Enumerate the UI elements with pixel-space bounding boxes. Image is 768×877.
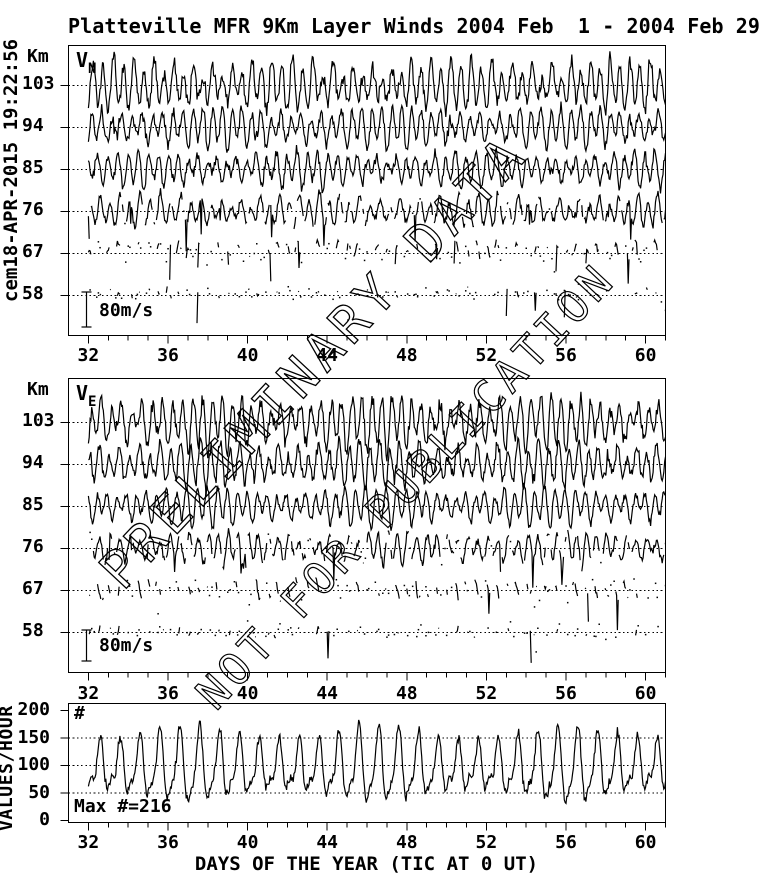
v_north_panel (60, 45, 666, 344)
v-east-main: V (76, 381, 89, 405)
altitude-tick-label: 67 (22, 241, 44, 262)
altitude-tick-label: 58 (22, 620, 44, 641)
x-tick-label: 48 (395, 832, 418, 853)
x-tick-label: 36 (157, 832, 179, 853)
count-tick-label: 150 (17, 726, 50, 748)
altitude-tick-label: 76 (22, 199, 44, 220)
x-tick-label: 32 (77, 345, 100, 366)
values_per_hour_panel (60, 703, 666, 831)
count-tick-label: 100 (17, 754, 50, 775)
panel-label-v-east: VE (76, 383, 96, 409)
altitude-tick-label: 103 (22, 73, 55, 94)
x-tick-label: 40 (236, 683, 259, 704)
altitude-tick-label: 85 (22, 494, 44, 515)
x-tick-label: 52 (475, 683, 498, 704)
altitude-tick-label: 76 (22, 536, 44, 557)
plot-title: Platteville MFR 9Km Layer Winds 2004 Feb… (68, 14, 761, 38)
x-tick-label: 52 (475, 345, 498, 366)
x-tick-label: 40 (236, 345, 259, 366)
y-axis-unit-east: Km (27, 379, 49, 400)
x-tick-label: 44 (316, 345, 339, 366)
x-tick-label: 56 (555, 683, 577, 704)
count-tick-label: 0 (39, 809, 50, 830)
v-east-sub: E (88, 394, 97, 410)
x-tick-label: 48 (395, 683, 418, 704)
y-axis-unit-north: Km (27, 46, 49, 67)
x-tick-label: 60 (634, 683, 657, 704)
x-tick-label: 44 (316, 832, 339, 853)
x-tick-label: 52 (475, 832, 498, 853)
altitude-tick-label: 85 (22, 157, 44, 178)
altitude-tick-label: 94 (22, 452, 44, 473)
altitude-tick-label: 94 (22, 115, 44, 136)
count-tick-label: 50 (28, 781, 50, 803)
v_east_panel (60, 378, 666, 681)
x-tick-label: 44 (316, 683, 339, 704)
x-tick-label: 48 (395, 345, 418, 366)
max-count-annotation: Max #=216 (74, 796, 172, 817)
x-tick-label: 32 (77, 832, 100, 853)
count-symbol: # (74, 703, 85, 724)
x-tick-label: 56 (555, 345, 577, 366)
altitude-tick-label: 103 (22, 410, 55, 431)
count-tick-label: 200 (17, 699, 50, 720)
altitude-tick-label: 58 (22, 283, 44, 304)
scale-bar-label-east: 80m/s (99, 635, 154, 656)
x-tick-label: 60 (634, 832, 657, 853)
x-tick-label: 36 (157, 683, 179, 704)
scale-bar-label-north: 80m/s (99, 300, 154, 321)
v-north-main: V (76, 48, 89, 72)
x-tick-label: 60 (634, 345, 657, 366)
x-tick-label: 40 (236, 832, 259, 853)
altitude-tick-label: 67 (22, 578, 44, 599)
x-tick-label: 56 (555, 832, 577, 853)
x-tick-label: 36 (157, 345, 179, 366)
x-tick-label: 32 (77, 683, 100, 704)
x-axis-title: DAYS OF THE YEAR (TIC AT 0 UT) (194, 853, 539, 875)
